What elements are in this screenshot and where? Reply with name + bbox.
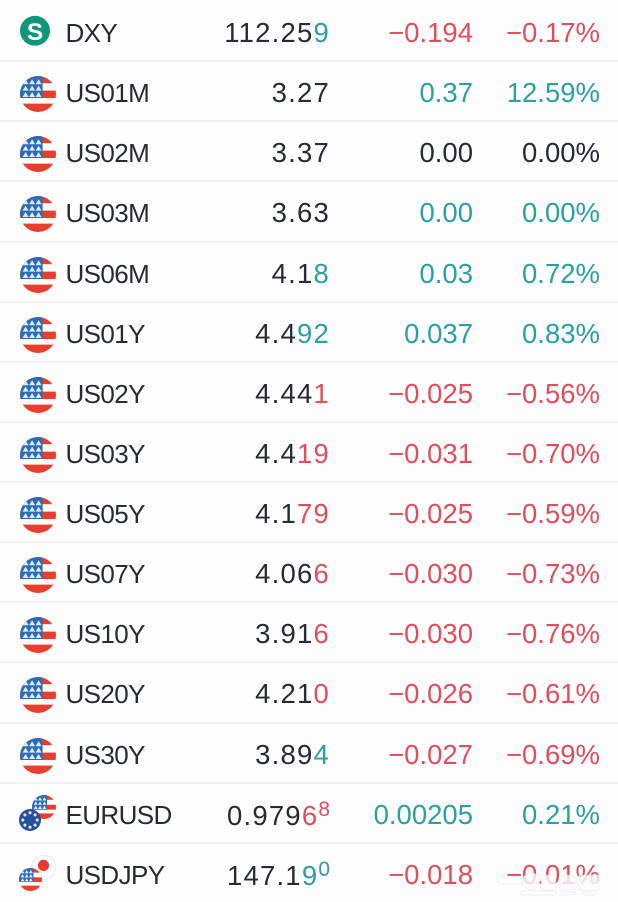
svg-text:S: S <box>27 19 43 46</box>
